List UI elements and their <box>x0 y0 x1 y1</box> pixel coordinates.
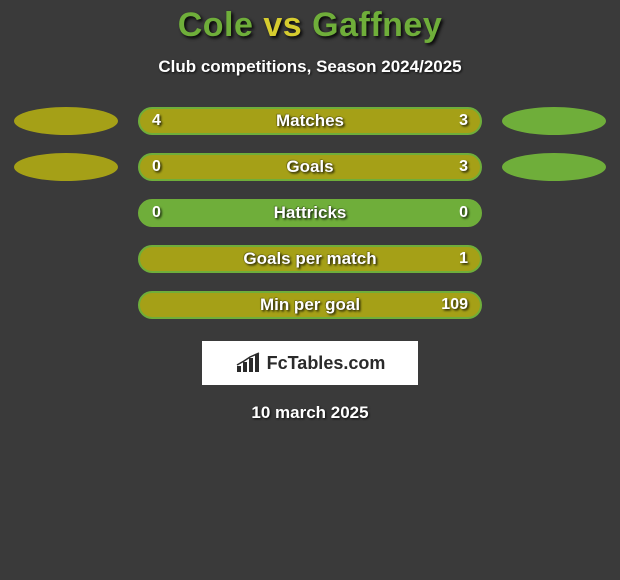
bar-chart-icon <box>235 352 261 374</box>
player1-oval <box>14 107 118 135</box>
spacer <box>502 291 606 319</box>
title-player2: Gaffney <box>312 6 442 44</box>
stat-label: Min per goal <box>140 293 480 317</box>
spacer <box>14 199 118 227</box>
brand-badge: FcTables.com <box>202 341 418 385</box>
stats-container: Matches43Goals03Hattricks00Goals per mat… <box>0 107 620 319</box>
stat-label: Goals per match <box>140 247 480 271</box>
page-title: Cole vs Gaffney <box>0 0 620 45</box>
player2-oval <box>502 153 606 181</box>
stat-value-right: 0 <box>459 201 468 225</box>
stat-label: Hattricks <box>140 201 480 225</box>
stat-bar: Matches4 3 <box>138 107 482 135</box>
stat-bar: Goals per match1 <box>138 245 482 273</box>
player2-oval <box>502 107 606 135</box>
title-vs: vs <box>263 6 302 44</box>
title-player1: Cole <box>178 6 254 44</box>
stat-value-left: 0 <box>152 155 161 179</box>
stat-row: Goals0 3 <box>0 153 620 181</box>
stat-label: Matches <box>140 109 480 133</box>
subtitle: Club competitions, Season 2024/2025 <box>0 57 620 77</box>
date-text: 10 march 2025 <box>0 403 620 423</box>
stat-value-left: 4 <box>152 109 161 133</box>
stat-row: Goals per match1 <box>0 245 620 273</box>
stat-bar: Hattricks0 0 <box>138 199 482 227</box>
stat-value-left: 0 <box>152 201 161 225</box>
stat-row: Matches4 3 <box>0 107 620 135</box>
spacer <box>502 245 606 273</box>
stat-row: Min per goal109 <box>0 291 620 319</box>
spacer <box>502 199 606 227</box>
stat-value-right: 1 <box>459 247 468 271</box>
stat-value-right: 109 <box>441 293 468 317</box>
stat-row: Hattricks0 0 <box>0 199 620 227</box>
comparison-infographic: Cole vs Gaffney Club competitions, Seaso… <box>0 0 620 580</box>
stat-value-right: 3 <box>459 109 468 133</box>
stat-bar: Min per goal109 <box>138 291 482 319</box>
stat-value-right: 3 <box>459 155 468 179</box>
player1-oval <box>14 153 118 181</box>
stat-bar: Goals0 3 <box>138 153 482 181</box>
spacer <box>14 245 118 273</box>
spacer <box>14 291 118 319</box>
stat-label: Goals <box>140 155 480 179</box>
brand-text: FcTables.com <box>267 353 386 374</box>
